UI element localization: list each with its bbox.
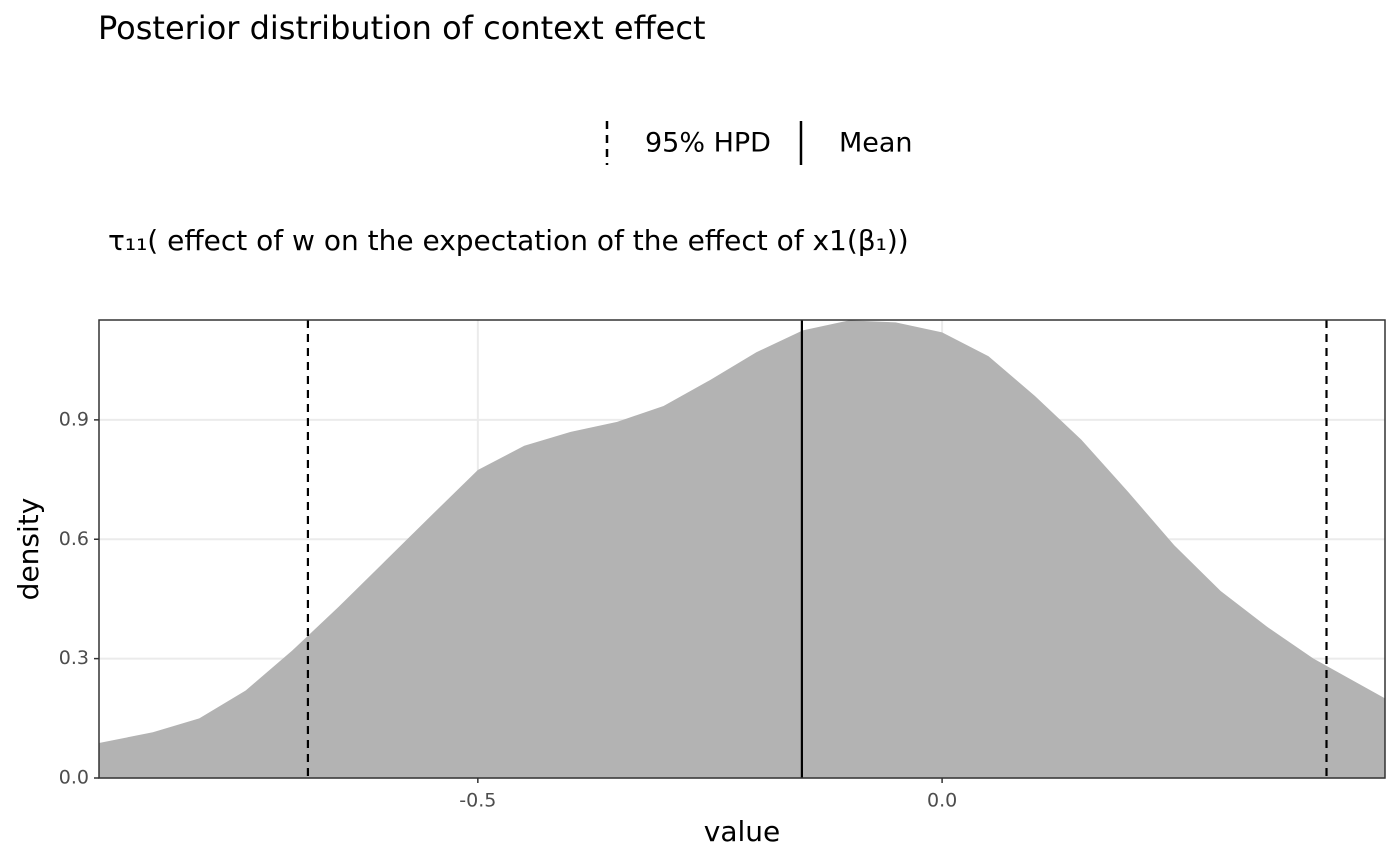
x-axis-title: value [704, 815, 780, 848]
x-tick-label: -0.5 [459, 790, 496, 812]
y-tick-label: 0.3 [59, 647, 89, 669]
legend-label: 95% HPD [645, 128, 771, 159]
x-tick-label: 0.0 [927, 790, 957, 812]
y-tick-label: 0.6 [59, 528, 89, 550]
y-tick-label: 0.0 [59, 767, 89, 789]
y-axis-title: density [12, 498, 45, 601]
legend-label: Mean [839, 128, 913, 159]
panel-border [98, 319, 1386, 779]
chart-subtitle: τ₁₁( effect of w on the expectation of t… [108, 224, 909, 257]
y-tick-label: 0.9 [59, 408, 89, 430]
density-area [99, 320, 1385, 778]
chart-title: Posterior distribution of context effect [98, 9, 705, 47]
